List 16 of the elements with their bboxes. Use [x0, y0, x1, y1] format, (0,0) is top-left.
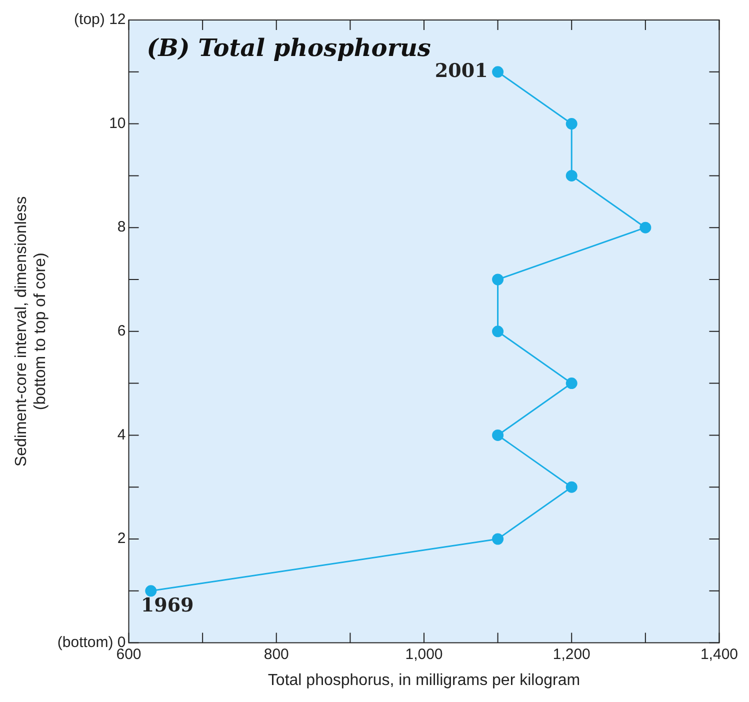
annotation: 1969: [140, 594, 194, 616]
x-tick-label: 800: [264, 646, 289, 663]
annotation: 2001: [434, 60, 488, 82]
x-tick-label: 1,000: [405, 646, 443, 663]
y-tick-label: 10: [109, 114, 126, 132]
x-axis-title: Total phosphorus, in milligrams per kilogram: [268, 672, 580, 689]
x-tick-label: 600: [116, 646, 142, 663]
text: (B) Total phosphorus: [146, 33, 432, 62]
y-tick-label: 4: [117, 426, 126, 444]
x-tick-label: 1,200: [552, 646, 590, 663]
y-tick-label: 6: [117, 322, 126, 340]
y-axis-title: Sediment-core interval, dimensionless (bottom to top of core): [13, 196, 50, 467]
y-tick-label: 2: [117, 530, 126, 548]
y-tick-label: 8: [117, 218, 126, 236]
y-tick-label: (top) 12: [74, 11, 126, 28]
x-tick-label: 1,400: [700, 646, 738, 663]
